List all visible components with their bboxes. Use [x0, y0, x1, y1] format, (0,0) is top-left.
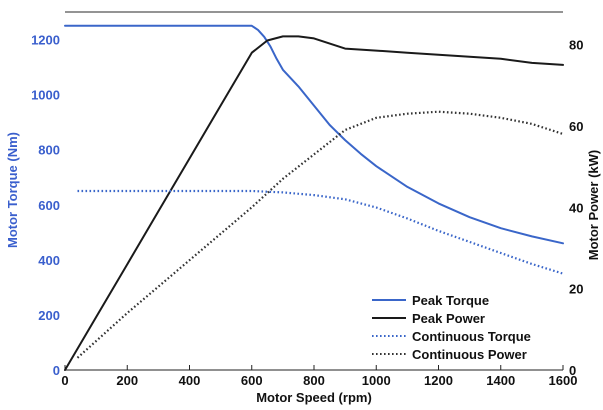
x-tick-label: 800	[303, 373, 325, 388]
right-axis-label: Motor Power (kW)	[586, 150, 601, 261]
x-tick-label: 1400	[486, 373, 515, 388]
left-tick-label: 1200	[31, 33, 60, 48]
series-layer	[64, 24, 564, 371]
series-line-continuous-power	[76, 110, 564, 359]
x-tick-label: 200	[116, 373, 138, 388]
x-tick-label: 600	[241, 373, 263, 388]
left-axis-label: Motor Torque (Nm)	[5, 132, 20, 248]
x-tick-label: 1000	[362, 373, 391, 388]
legend: Peak Torque Peak Power Continuous Torque Co…	[372, 293, 531, 362]
left-tick-label: 1000	[31, 88, 60, 103]
left-tick-label: 800	[38, 143, 60, 158]
left-tick-label: 0	[53, 363, 60, 378]
right-tick-label: 20	[569, 282, 583, 297]
left-axis-ticks: 0 200 400 600 800 1000 1200	[31, 33, 60, 378]
right-tick-label: 0	[569, 363, 576, 378]
x-axis-ticks: 0 200 400 600 800 1000 1200 1400 1600	[61, 365, 577, 388]
x-tick-label: 1200	[424, 373, 453, 388]
left-tick-label: 200	[38, 308, 60, 323]
x-tick-label: 1600	[549, 373, 578, 388]
series-line-continuous-torque	[77, 189, 564, 275]
x-tick-label: 0	[61, 373, 68, 388]
series-line-peak-power	[64, 35, 564, 371]
right-axis-ticks: 0 20 40 60 80	[569, 38, 583, 378]
legend-label: Peak Power	[412, 311, 485, 326]
right-tick-label: 60	[569, 119, 583, 134]
legend-label: Peak Torque	[412, 293, 489, 308]
legend-label: Continuous Torque	[412, 329, 531, 344]
right-tick-label: 80	[569, 38, 583, 53]
x-axis-label: Motor Speed (rpm)	[256, 390, 372, 405]
left-tick-label: 600	[38, 198, 60, 213]
series-line-peak-torque	[64, 24, 564, 245]
legend-label: Continuous Power	[412, 347, 527, 362]
x-tick-label: 400	[179, 373, 201, 388]
left-tick-label: 400	[38, 253, 60, 268]
right-tick-label: 40	[569, 200, 583, 215]
